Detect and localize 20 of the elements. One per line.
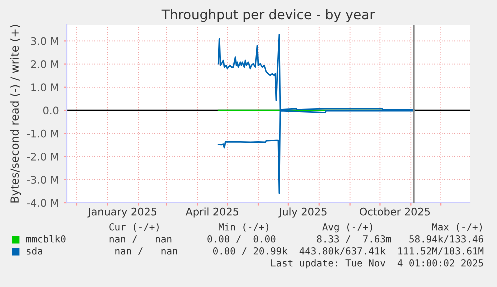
x-tick-label: April 2025 — [186, 208, 239, 218]
text: nan / nan 0.00 / 0.00 8.33 / 7.63m 58.94k/133.46 — [110, 235, 484, 244]
y-axis-title: Bytes/second read (-) / write (+) — [10, 25, 22, 203]
x-tick-label: July 2025 — [278, 208, 327, 218]
y-tick-label: -2.0 M — [27, 152, 58, 161]
legend-label: sda — [26, 247, 42, 255]
text: Last update: Tue Nov 4 01:00:02 2025 — [272, 259, 484, 269]
y-tick-label: 2.0 M — [31, 60, 58, 68]
y-tick-label: 3.0 M — [31, 37, 58, 46]
y-tick-label: 0.0 — [43, 106, 59, 115]
text: nan / nan 0.00 / 20.99k 443.80k/637.41k 111.52M/103.61M — [116, 247, 484, 256]
chart-title: Throughput per device - by year — [162, 9, 376, 22]
y-tick-label: -3.0 M — [27, 176, 58, 184]
x-tick-label: October 2025 — [360, 208, 430, 216]
legend-label: mmcblk0 — [26, 235, 66, 243]
x-tick-label: January 2025 — [88, 208, 157, 218]
y-tick-label: 1.0 M — [32, 84, 58, 92]
y-tick-label: -1.0 M — [27, 130, 58, 138]
y-tick-label: -4.0 M — [27, 199, 58, 208]
text: Cur (-/+) Min (-/+) Avg (-/+) Max (-/+) — [110, 223, 482, 233]
